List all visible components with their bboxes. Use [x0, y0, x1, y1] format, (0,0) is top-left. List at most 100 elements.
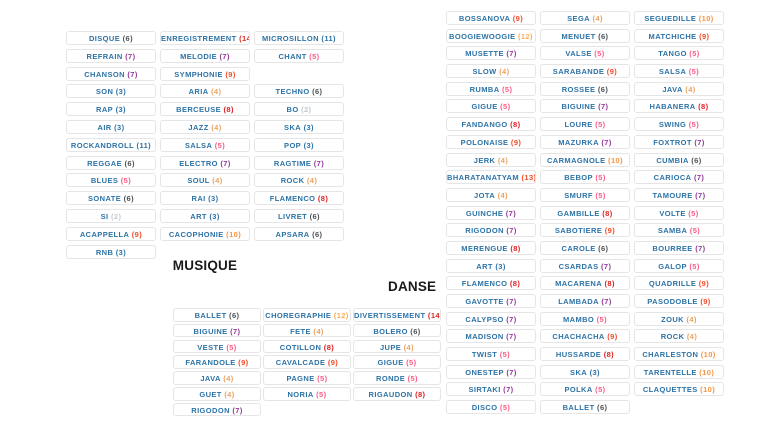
word-chip[interactable]: CUMBIA (6): [634, 152, 724, 167]
word-chip[interactable]: PAGNE (5): [263, 371, 351, 385]
word-chip[interactable]: TARENTELLE (10): [634, 364, 724, 379]
word-chip[interactable]: QUADRILLE (9): [634, 276, 724, 291]
word-chip[interactable]: COTILLON (8): [263, 339, 351, 354]
word-chip[interactable]: BOURREE (7): [634, 240, 724, 255]
word-chip[interactable]: ELECTRO (7): [160, 155, 250, 170]
word-chip[interactable]: CAVALCADE (9): [263, 355, 351, 369]
word-chip[interactable]: ARIA (4): [160, 84, 250, 99]
word-chip[interactable]: MUSETTE (7): [446, 46, 536, 61]
word-chip[interactable]: ACAPPELLA (9): [66, 226, 156, 241]
word-chip[interactable]: SKA (3): [540, 364, 630, 379]
word-chip[interactable]: LIVRET (6): [254, 208, 344, 223]
word-chip[interactable]: CSARDAS (7): [540, 258, 630, 273]
word-chip[interactable]: GUET (4): [173, 386, 261, 401]
word-chip[interactable]: TWIST (5): [446, 347, 536, 362]
word-chip[interactable]: SEGUEDILLE (10): [634, 11, 724, 25]
word-chip[interactable]: MICROSILLON (11): [254, 31, 344, 45]
word-chip[interactable]: RUMBA (5): [446, 81, 536, 96]
word-chip[interactable]: SAMBA (5): [634, 223, 724, 238]
word-chip[interactable]: GIGUE (5): [446, 99, 536, 114]
word-chip[interactable]: GAMBILLE (8): [540, 205, 630, 220]
word-chip[interactable]: CALYPSO (7): [446, 311, 536, 326]
word-chip[interactable]: ROCKANDROLL (11): [66, 137, 156, 152]
word-chip[interactable]: SKA (3): [254, 119, 344, 134]
word-chip[interactable]: VESTE (5): [173, 339, 261, 354]
word-chip[interactable]: CARMAGNOLE (10): [540, 152, 630, 167]
word-chip[interactable]: FLAMENCO (8): [254, 191, 344, 206]
word-chip[interactable]: LAMBADA (7): [540, 294, 630, 308]
word-chip[interactable]: MERENGUE (8): [446, 240, 536, 255]
word-chip[interactable]: CHARLESTON (10): [634, 347, 724, 362]
word-chip[interactable]: BO (2): [254, 102, 344, 117]
word-chip[interactable]: BERCEUSE (8): [160, 102, 250, 117]
word-chip[interactable]: MACARENA (8): [540, 276, 630, 291]
word-chip[interactable]: POLKA (5): [540, 382, 630, 397]
word-chip[interactable]: SALSA (5): [160, 137, 250, 152]
word-chip[interactable]: JAVA (4): [173, 371, 261, 385]
word-chip[interactable]: FLAMENCO (8): [446, 276, 536, 291]
word-chip[interactable]: BHARATANATYAM (13): [446, 170, 536, 185]
word-chip[interactable]: AIR (3): [66, 119, 156, 134]
word-chip[interactable]: POP (3): [254, 137, 344, 152]
word-chip[interactable]: BALLET (6): [540, 400, 630, 415]
word-chip[interactable]: DIVERTISSEMENT (14): [353, 308, 441, 322]
word-chip[interactable]: SONATE (6): [66, 191, 156, 206]
word-chip[interactable]: DISCO (5): [446, 400, 536, 415]
word-chip[interactable]: CLAQUETTES (10): [634, 382, 724, 397]
word-chip[interactable]: FARANDOLE (9): [173, 355, 261, 369]
word-chip[interactable]: MENUET (6): [540, 28, 630, 43]
word-chip[interactable]: CHANSON (7): [66, 66, 156, 81]
word-chip[interactable]: BOOGIEWOOGIE (12): [446, 28, 536, 43]
word-chip[interactable]: TAMOURE (7): [634, 187, 724, 202]
word-chip[interactable]: SI (2): [66, 208, 156, 223]
word-chip[interactable]: DISQUE (6): [66, 31, 156, 45]
word-chip[interactable]: RONDE (5): [353, 371, 441, 385]
word-chip[interactable]: VOLTE (5): [634, 205, 724, 220]
word-chip[interactable]: ROCK (4): [634, 329, 724, 344]
word-chip[interactable]: RIGAUDON (8): [353, 386, 441, 401]
word-chip[interactable]: ROSSEE (6): [540, 81, 630, 96]
word-chip[interactable]: HABANERA (8): [634, 99, 724, 114]
word-chip[interactable]: APSARA (6): [254, 226, 344, 241]
word-chip[interactable]: RAP (3): [66, 102, 156, 117]
word-chip[interactable]: JAVA (4): [634, 81, 724, 96]
word-chip[interactable]: RNB (3): [66, 244, 156, 259]
word-chip[interactable]: SMURF (5): [540, 187, 630, 202]
word-chip[interactable]: JERK (4): [446, 152, 536, 167]
word-chip[interactable]: BIGUINE (7): [540, 99, 630, 114]
word-chip[interactable]: BLUES (5): [66, 173, 156, 188]
word-chip[interactable]: SIRTAKI (7): [446, 382, 536, 397]
word-chip[interactable]: SON (3): [66, 84, 156, 99]
word-chip[interactable]: ZOUK (4): [634, 311, 724, 326]
word-chip[interactable]: GALOP (5): [634, 258, 724, 273]
word-chip[interactable]: VALSE (5): [540, 46, 630, 61]
word-chip[interactable]: NORIA (5): [263, 386, 351, 401]
word-chip[interactable]: BOSSANOVA (9): [446, 11, 536, 25]
word-chip[interactable]: BOLERO (6): [353, 323, 441, 338]
word-chip[interactable]: CAROLE (6): [540, 240, 630, 255]
word-chip[interactable]: RAI (3): [160, 191, 250, 206]
word-chip[interactable]: CARIOCA (7): [634, 170, 724, 185]
word-chip[interactable]: BEBOP (5): [540, 170, 630, 185]
word-chip[interactable]: ART (3): [446, 258, 536, 273]
word-chip[interactable]: RIGODON (7): [446, 223, 536, 238]
word-chip[interactable]: MATCHICHE (9): [634, 28, 724, 43]
word-chip[interactable]: SOUL (4): [160, 173, 250, 188]
word-chip[interactable]: BALLET (6): [173, 308, 261, 322]
word-chip[interactable]: MELODIE (7): [160, 48, 250, 63]
word-chip[interactable]: GUINCHE (7): [446, 205, 536, 220]
word-chip[interactable]: PASODOBLE (9): [634, 294, 724, 308]
word-chip[interactable]: CHACHACHA (9): [540, 329, 630, 344]
word-chip[interactable]: CACOPHONIE (10): [160, 226, 250, 241]
word-chip[interactable]: MAZURKA (7): [540, 134, 630, 149]
word-chip[interactable]: FOXTROT (7): [634, 134, 724, 149]
word-chip[interactable]: SLOW (4): [446, 64, 536, 79]
word-chip[interactable]: GAVOTTE (7): [446, 294, 536, 308]
word-chip[interactable]: GIGUE (5): [353, 355, 441, 369]
word-chip[interactable]: CHOREGRAPHIE (12): [263, 308, 351, 322]
word-chip[interactable]: JOTA (4): [446, 187, 536, 202]
word-chip[interactable]: HUSSARDE (8): [540, 347, 630, 362]
word-chip[interactable]: SWING (5): [634, 117, 724, 132]
word-chip[interactable]: FETE (4): [263, 323, 351, 338]
word-chip[interactable]: POLONAISE (9): [446, 134, 536, 149]
